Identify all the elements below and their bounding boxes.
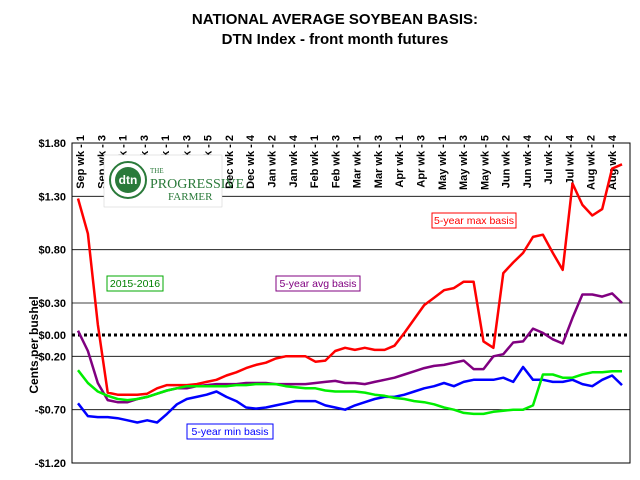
logo-prefix: THE xyxy=(150,167,164,175)
y-tick-label: $0.80 xyxy=(38,245,66,257)
series-line-5-year-max-basis xyxy=(76,163,623,396)
x-tick-label: Apr wk - 3 xyxy=(415,135,427,188)
x-tick-label: May wk - 1 xyxy=(437,135,449,190)
x-tick-label: Jun wk - 4 xyxy=(522,134,534,188)
y-axis-ticks: $1.80 $1.30 $0.80 $0.30 $0.00 -$0.20 -$0.70 -$1… xyxy=(35,138,66,470)
annotation-avg: 5-year avg basis xyxy=(275,275,361,292)
y-tick-label: $0.00 xyxy=(38,330,66,342)
x-tick-label: Feb wk - 3 xyxy=(330,135,342,188)
annotation-max: 5-year max basis xyxy=(431,212,517,229)
x-tick-label: Dec wk - 4 xyxy=(245,134,257,189)
annotation-min-text: 5-year min basis xyxy=(191,426,268,438)
annotation-current: 2015-2016 xyxy=(106,275,164,292)
x-tick-label: Jan wk - 2 xyxy=(267,135,279,188)
x-tick-label: Dec wk - 2 xyxy=(224,135,236,189)
y-tick-label: -$1.20 xyxy=(35,458,66,470)
chart-title: NATIONAL AVERAGE SOYBEAN BASIS: xyxy=(192,11,478,28)
x-tick-label: Jun wk - 2 xyxy=(501,135,513,188)
x-tick-label: May wk - 5 xyxy=(479,135,491,190)
y-tick-label: $1.80 xyxy=(38,138,66,150)
x-tick-label: Aug wk - 2 xyxy=(586,135,598,190)
x-tick-label: Jul wk - 2 xyxy=(543,135,555,185)
x-tick-label: May wk - 3 xyxy=(458,135,470,190)
y-tick-label: $1.30 xyxy=(38,191,66,203)
x-tick-label: Feb wk - 1 xyxy=(309,135,321,188)
y-axis-label: Cents per bushel xyxy=(27,296,41,393)
series-lines xyxy=(76,163,623,424)
x-tick-label: Jan wk - 4 xyxy=(288,134,300,187)
y-tick-label: -$0.20 xyxy=(35,351,66,363)
logo-dtn-text: dtn xyxy=(119,173,138,187)
annotation-avg-text: 5-year avg basis xyxy=(279,278,356,290)
annotation-current-text: 2015-2016 xyxy=(110,278,160,290)
progressive-farmer-logo: dtn THE PROGRESSIVE FARMER xyxy=(103,154,244,208)
logo-line1: PROGRESSIVE xyxy=(150,177,244,192)
x-tick-label: Jul wk - 4 xyxy=(564,134,576,184)
x-tick-label: Apr wk - 1 xyxy=(394,135,406,188)
y-tick-label: $0.30 xyxy=(38,298,66,310)
x-tick-label: Mar wk - 1 xyxy=(352,135,364,188)
chart-subtitle: DTN Index - front month futures xyxy=(222,31,449,48)
logo-line2: FARMER xyxy=(168,191,213,203)
annotation-min: 5-year min basis xyxy=(186,423,274,440)
x-tick-label: Mar wk - 3 xyxy=(373,135,385,188)
series-line-5-year-min-basis xyxy=(77,365,623,424)
annotation-max-text: 5-year max basis xyxy=(434,215,514,227)
y-tick-label: -$0.70 xyxy=(35,405,66,417)
series-line-2015-2016 xyxy=(77,369,622,416)
x-tick-label: Sep wk - 1 xyxy=(75,135,87,189)
